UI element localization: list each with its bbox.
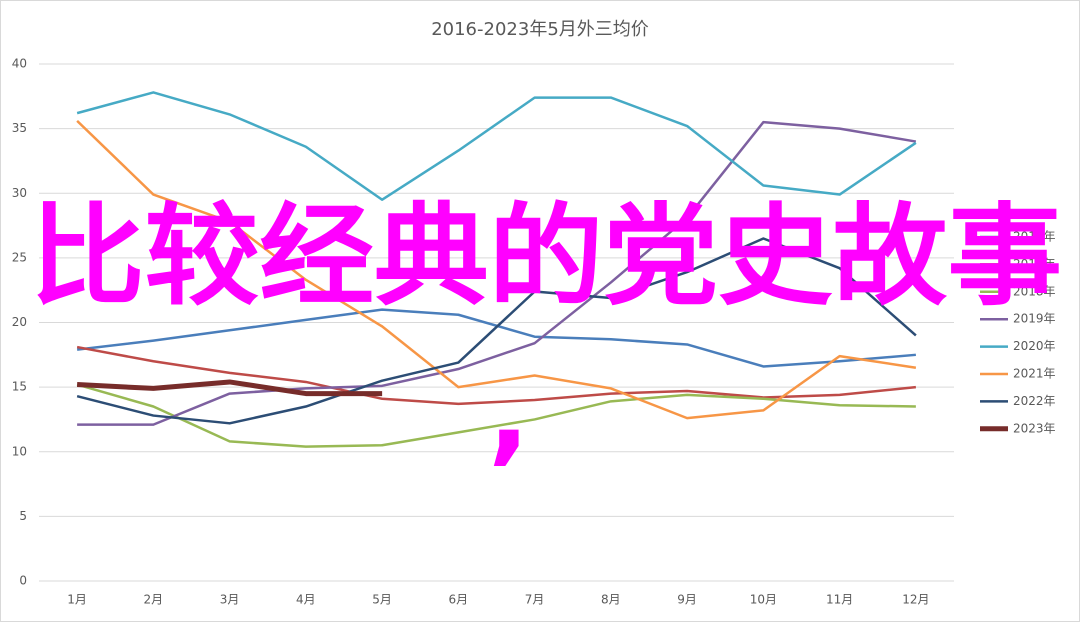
legend-label: 2018年 [1013, 284, 1056, 298]
y-tick-label: 20 [12, 315, 27, 329]
legend-label: 2023年 [1013, 421, 1056, 435]
legend-label: 2020年 [1013, 339, 1056, 353]
overlay-text: 比较经典的党史故事 [30, 192, 1062, 320]
legend-label: 2017年 [1013, 257, 1056, 271]
y-tick-label: 0 [19, 574, 27, 588]
series-line [76, 345, 917, 406]
x-tick-label: 11月 [826, 593, 853, 607]
series-line [76, 237, 917, 425]
x-tick-label: 8月 [601, 593, 621, 607]
x-tick-label: 10月 [750, 593, 777, 607]
legend-label: 2022年 [1013, 394, 1056, 408]
x-tick-label: 9月 [677, 593, 697, 607]
series-line [76, 91, 917, 201]
x-tick-label: 1月 [67, 593, 87, 607]
x-tick-label: 6月 [449, 593, 469, 607]
chart-title: 2016-2023年5月外三均价 [431, 19, 649, 40]
legend-label: 2019年 [1013, 312, 1056, 326]
series-line [76, 119, 917, 420]
x-tick-label: 7月 [525, 593, 545, 607]
y-tick-label: 5 [19, 509, 27, 523]
overlay-comma: , [488, 348, 530, 476]
series-line [77, 120, 917, 426]
x-tick-label: 3月 [220, 593, 240, 607]
y-tick-label: 30 [12, 186, 27, 200]
legend-label: 2021年 [1013, 367, 1056, 381]
x-tick-label: 5月 [372, 593, 392, 607]
x-tick-label: 4月 [296, 593, 316, 607]
y-tick-label: 35 [12, 121, 27, 135]
legend-label: 2016年 [1013, 230, 1056, 244]
y-tick-label: 25 [12, 250, 27, 264]
y-tick-label: 40 [12, 57, 27, 71]
x-tick-label: 12月 [902, 593, 929, 607]
y-tick-label: 10 [12, 444, 27, 458]
series-line [76, 379, 383, 397]
y-tick-label: 15 [12, 380, 27, 394]
x-tick-label: 2月 [144, 593, 164, 607]
